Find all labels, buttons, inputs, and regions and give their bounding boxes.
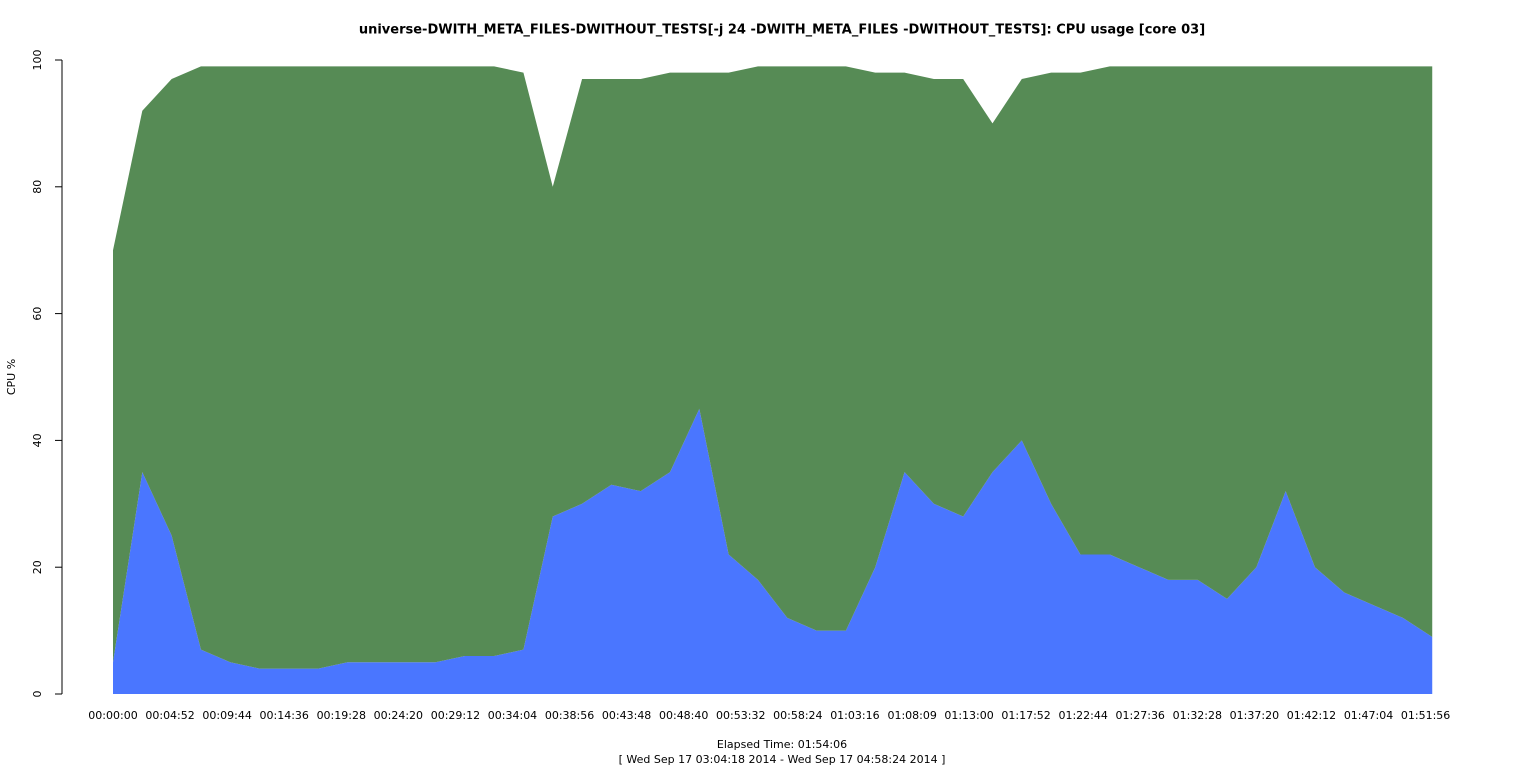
x-tick-label: 01:42:12 <box>1287 709 1336 722</box>
x-tick-label: 01:27:36 <box>1116 709 1165 722</box>
y-tick-label: 100 <box>31 50 44 71</box>
x-tick-label: 01:37:20 <box>1230 709 1279 722</box>
y-axis-label: CPU % <box>5 359 18 395</box>
x-tick-label: 00:19:28 <box>317 709 366 722</box>
chart-title: universe-DWITH_META_FILES-DWITHOUT_TESTS… <box>359 23 1205 38</box>
x-tick-label: 00:48:40 <box>659 709 708 722</box>
x-tick-label: 00:24:20 <box>374 709 423 722</box>
x-tick-label: 01:51:56 <box>1401 709 1450 722</box>
y-tick-label: 80 <box>31 180 44 194</box>
x-tick-label: 00:34:04 <box>488 709 537 722</box>
y-tick-label: 40 <box>31 433 44 447</box>
area <box>113 408 1433 694</box>
x-axis-label: Elapsed Time: 01:54:06 <box>717 738 847 751</box>
x-tick-label: 00:29:12 <box>431 709 480 722</box>
y-tick-label: 20 <box>31 560 44 574</box>
x-tick-label: 00:09:44 <box>202 709 251 722</box>
x-tick-label: 00:14:36 <box>260 709 309 722</box>
x-tick-label: 01:13:00 <box>944 709 993 722</box>
x-tick-label: 01:03:16 <box>830 709 879 722</box>
x-tick-label: 00:04:52 <box>145 709 194 722</box>
x-tick-label: 00:00:00 <box>88 709 137 722</box>
x-tick-label: 00:43:48 <box>602 709 651 722</box>
y-tick-label: 0 <box>31 691 44 698</box>
x-tick-label: 01:32:28 <box>1173 709 1222 722</box>
x-tick-label: 00:38:56 <box>545 709 594 722</box>
x-tick-label: 01:47:04 <box>1344 709 1393 722</box>
area <box>113 66 1433 669</box>
y-tick-label: 60 <box>31 307 44 321</box>
x-tick-label: 01:08:09 <box>887 709 936 722</box>
x-tick-label: 00:53:32 <box>716 709 765 722</box>
x-tick-label: 01:22:44 <box>1058 709 1107 722</box>
x-tick-label: 00:58:24 <box>773 709 822 722</box>
x-tick-label: 01:17:52 <box>1001 709 1050 722</box>
subtitle: [ Wed Sep 17 03:04:18 2014 - Wed Sep 17 … <box>619 753 946 766</box>
